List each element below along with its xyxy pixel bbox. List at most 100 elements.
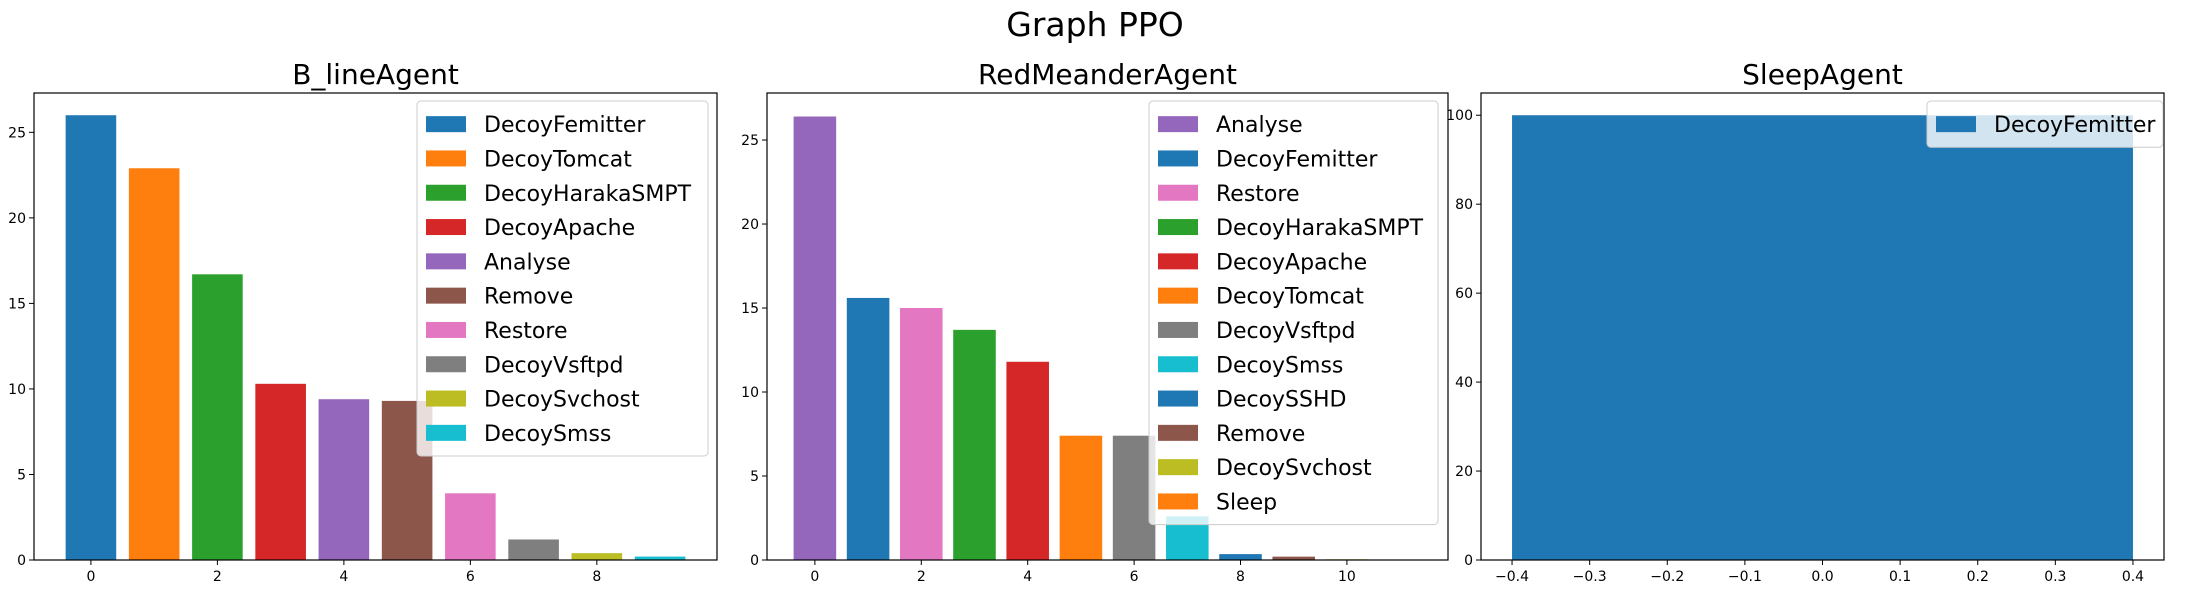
y-tick-label: 10 — [741, 385, 759, 401]
x-tick-label: 0 — [86, 569, 95, 585]
legend-swatch-analyse — [426, 253, 466, 270]
x-tick-label: 4 — [339, 569, 348, 585]
legend-label-decoysvchost: DecoySvchost — [1216, 456, 1372, 481]
y-tick-label: 20 — [8, 211, 26, 227]
y-tick-label: 60 — [1455, 286, 1473, 302]
legend-swatch-decoysmss — [1158, 356, 1198, 373]
bar-decoyfemitter — [846, 297, 890, 560]
x-tick-label: 2 — [917, 569, 926, 585]
bar-restore — [900, 308, 943, 560]
legend-label-decoyapache: DecoyApache — [1216, 250, 1367, 275]
legend-swatch-decoyapache — [1158, 253, 1198, 270]
x-tick-label: 0.0 — [1811, 569, 1833, 585]
y-tick-label: 80 — [1455, 197, 1473, 213]
plot-area-frame — [33, 92, 718, 561]
legend-label-remove: Remove — [1216, 422, 1305, 447]
x-tick-label: 6 — [466, 569, 475, 585]
x-tick-label: −0.4 — [1495, 569, 1529, 585]
legend: DecoyFemitter — [1926, 100, 2164, 148]
x-tick-label: 2 — [213, 569, 222, 585]
legend: Analyse DecoyFemitter Restore DecoyHarakaSM… — [1148, 100, 1439, 526]
bar-decoyfemitter — [65, 115, 117, 560]
legend-label-analyse: Analyse — [1216, 113, 1303, 138]
legend-swatch-decoysvchost — [426, 390, 466, 407]
y-tick-label: 0 — [1464, 553, 1473, 569]
chart-panel-redmeanderagent: RedMeanderAgent 0 2 4 6 8 10 0 5 10 15 20 25 Analyse D… — [741, 58, 1449, 585]
legend-swatch-decoysshd — [1158, 390, 1198, 407]
x-tick-label: 10 — [1338, 569, 1356, 585]
bar-decoyapache — [255, 383, 306, 560]
legend-label-decoyfemitter: DecoyFemitter — [1216, 147, 1378, 172]
legend-swatch-decoyvsftpd — [1158, 321, 1198, 338]
legend-swatch-remove — [1158, 424, 1198, 441]
legend-box — [1926, 100, 2164, 148]
y-tick-label: 20 — [741, 217, 759, 233]
chart-panel-sleepagent: SleepAgent −0.4 −0.3 −0.2 −0.1 0.0 0.1 0.2 0.3 0.… — [1446, 58, 2165, 585]
legend-swatch-decoysmss — [426, 424, 466, 441]
legend-label-decoytomcat: DecoyTomcat — [1216, 285, 1364, 310]
legend-label-decoysshd: DecoySSHD — [1216, 388, 1346, 413]
x-tick-label: 8 — [1236, 569, 1245, 585]
legend-swatch-decoyharakasmpt — [426, 184, 466, 201]
legend-swatch-analyse — [1158, 116, 1198, 133]
bar-decoyharakasmpt — [953, 329, 996, 560]
x-tick-label: −0.1 — [1728, 569, 1762, 585]
legend-swatch-decoyapache — [426, 219, 466, 236]
chart-title: SleepAgent — [1742, 58, 1903, 91]
bar-decoysmss — [634, 556, 686, 560]
x-tick-label: −0.2 — [1650, 569, 1684, 585]
legend-label-decoyharakasmpt: DecoyHarakaSMPT — [484, 182, 692, 207]
legend-swatch-decoysvchost — [1158, 459, 1198, 476]
legend-swatch-decoyharakasmpt — [1158, 219, 1198, 236]
y-tick-label: 25 — [741, 133, 759, 149]
y-tick-label: 20 — [1455, 464, 1473, 480]
bar-decoysshd — [1219, 554, 1262, 560]
legend-swatch-decoyfemitter — [426, 116, 466, 133]
legend-label-decoysmss: DecoySmss — [484, 422, 611, 447]
legend-swatch-decoyfemitter — [1158, 150, 1198, 167]
legend-label-analyse: Analyse — [484, 250, 571, 275]
legend-label-restore: Restore — [1216, 182, 1299, 207]
y-tick-label: 0 — [750, 553, 759, 569]
legend-label-decoysvchost: DecoySvchost — [484, 388, 640, 413]
y-tick-label: 15 — [8, 296, 26, 312]
x-tick-label: 4 — [1023, 569, 1032, 585]
legend-swatch-restore — [426, 321, 466, 338]
legend-label-sleep: Sleep — [1216, 490, 1277, 515]
legend-label-restore: Restore — [484, 319, 567, 344]
chart-title: RedMeanderAgent — [978, 58, 1237, 91]
legend-swatch-remove — [426, 287, 466, 304]
x-tick-label: 0 — [810, 569, 819, 585]
bar-restore — [445, 493, 496, 560]
y-tick-label: 5 — [750, 469, 759, 485]
legend-label-decoyvsftpd: DecoyVsftpd — [1216, 319, 1355, 344]
x-tick-label: 6 — [1130, 569, 1139, 585]
plot-area-frame — [766, 92, 1449, 561]
bar-decoytomcat — [1059, 435, 1103, 560]
y-tick-label: 100 — [1446, 108, 1473, 124]
legend-label-decoyfemitter: DecoyFemitter — [484, 113, 646, 138]
legend-swatch-decoytomcat — [1158, 287, 1198, 304]
bar-decoyvsftpd — [508, 539, 559, 560]
chart-title: B_lineAgent — [292, 58, 459, 91]
y-tick-label: 40 — [1455, 375, 1473, 391]
y-tick-label: 0 — [17, 553, 26, 569]
legend: DecoyFemitter DecoyTomcat DecoyHarakaSMPT D… — [416, 100, 709, 457]
legend-label-decoytomcat: DecoyTomcat — [484, 147, 632, 172]
legend-swatch-decoytomcat — [426, 150, 466, 167]
bar-decoyharakasmpt — [192, 274, 243, 560]
y-tick-label: 25 — [8, 125, 26, 141]
bar-decoyfemitter — [1512, 115, 2133, 560]
x-tick-label: 0.3 — [2044, 569, 2066, 585]
legend-label-remove: Remove — [484, 285, 573, 310]
y-tick-label: 5 — [17, 467, 26, 483]
bar-analyse — [793, 116, 837, 561]
x-tick-label: 0.1 — [1889, 569, 1911, 585]
y-tick-label: 15 — [741, 301, 759, 317]
legend-swatch-restore — [1158, 184, 1198, 201]
bar-decoyapache — [1006, 361, 1049, 560]
x-tick-label: 8 — [592, 569, 601, 585]
